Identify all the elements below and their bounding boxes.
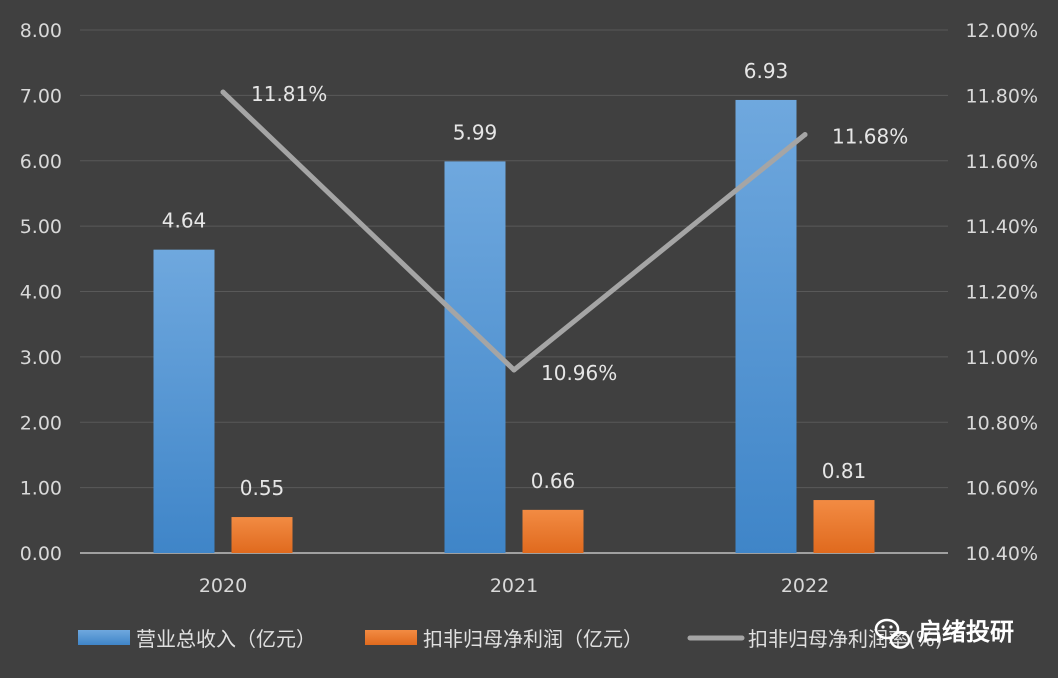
- x-tick-label: 2021: [490, 575, 538, 597]
- bar-revenue-2022: [735, 99, 797, 554]
- legend: 营业总收入（亿元） 扣非归母净利润（亿元） 扣非归母净利润率(%): [78, 627, 943, 651]
- line-data-label: 11.81%: [251, 82, 327, 106]
- line-point: [220, 89, 226, 95]
- line-margin: [220, 89, 808, 373]
- left-tick-label: 6.00: [20, 151, 62, 173]
- line-series: 11.81% 10.96% 11.68%: [220, 82, 908, 385]
- legend-swatch: [365, 630, 417, 645]
- bar-profit-2022: [813, 500, 875, 553]
- x-tick-label: 2020: [199, 575, 247, 597]
- line-point: [511, 367, 517, 373]
- bar-data-label: 0.55: [240, 476, 285, 500]
- bar-data-label: 0.66: [531, 469, 576, 493]
- right-tick-label: 10.60%: [966, 478, 1038, 500]
- legend-label: 扣非归母净利润率(%): [748, 627, 943, 651]
- legend-label: 营业总收入（亿元）: [136, 627, 316, 651]
- gridlines: [80, 29, 948, 554]
- bar-data-label: 5.99: [453, 120, 498, 144]
- left-tick-label: 5.00: [20, 216, 62, 238]
- right-tick-label: 12.00%: [966, 20, 1038, 42]
- bar-data-label: 6.93: [744, 59, 789, 83]
- wechat-icon: [874, 618, 911, 649]
- bar-data-label: 4.64: [162, 209, 207, 233]
- right-tick-label: 11.60%: [966, 151, 1038, 173]
- left-tick-label: 0.00: [20, 543, 62, 565]
- left-tick-label: 7.00: [20, 85, 62, 107]
- right-tick-label: 11.00%: [966, 347, 1038, 369]
- left-tick-label: 3.00: [20, 347, 62, 369]
- bar-profit-2020: [231, 517, 293, 553]
- watermark-text: 启绪投研: [918, 618, 1014, 646]
- left-tick-label: 4.00: [20, 282, 62, 304]
- bar-profit-2021: [522, 509, 584, 553]
- right-tick-label: 10.80%: [966, 412, 1038, 434]
- right-tick-label: 11.20%: [966, 282, 1038, 304]
- right-axis: 10.40% 10.60% 10.80% 11.00% 11.20% 11.40% 11.6…: [966, 20, 1038, 565]
- x-tick-label: 2022: [781, 575, 829, 597]
- bar-revenue-2021: [444, 161, 506, 553]
- x-axis: 2020 2021 2022: [199, 575, 829, 597]
- right-tick-label: 11.40%: [966, 216, 1038, 238]
- legend-label: 扣非归母净利润（亿元）: [423, 627, 643, 651]
- legend-swatch: [78, 630, 130, 645]
- left-tick-label: 2.00: [20, 412, 62, 434]
- line-data-label: 11.68%: [832, 125, 908, 149]
- left-tick-label: 1.00: [20, 478, 62, 500]
- left-axis: 0.00 1.00 2.00 3.00 4.00 5.00 6.00 7.00 8.00: [20, 20, 62, 565]
- line-data-label: 10.96%: [541, 361, 617, 385]
- right-tick-label: 10.40%: [966, 543, 1038, 565]
- bar-data-label: 0.81: [822, 459, 867, 483]
- right-tick-label: 11.80%: [966, 85, 1038, 107]
- bar-series: 4.64 5.99 6.93 0.55 0.66 0.81: [153, 59, 875, 554]
- watermark: 启绪投研: [874, 618, 1014, 649]
- bar-revenue-2020: [153, 249, 215, 553]
- left-tick-label: 8.00: [20, 20, 62, 42]
- line-point: [802, 132, 808, 138]
